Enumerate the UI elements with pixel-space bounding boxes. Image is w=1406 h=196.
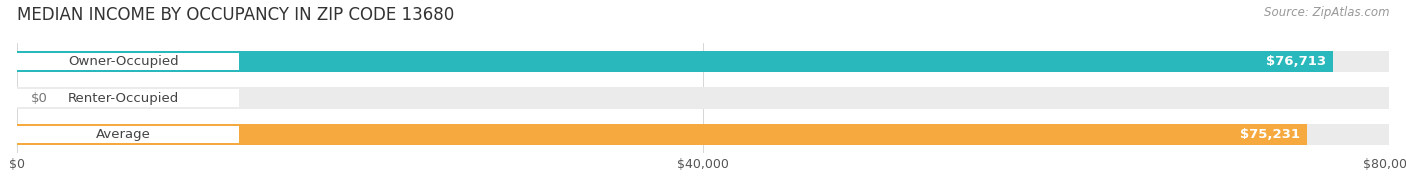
Bar [17, 124, 1389, 145]
Bar [17, 51, 1389, 72]
Text: Renter-Occupied: Renter-Occupied [67, 92, 179, 104]
Text: Average: Average [96, 128, 150, 141]
Text: $75,231: $75,231 [1240, 128, 1301, 141]
Text: MEDIAN INCOME BY OCCUPANCY IN ZIP CODE 13680: MEDIAN INCOME BY OCCUPANCY IN ZIP CODE 1… [17, 6, 454, 24]
Bar [17, 89, 239, 107]
Bar [17, 124, 1308, 145]
Text: $0: $0 [31, 92, 48, 104]
Text: Source: ZipAtlas.com: Source: ZipAtlas.com [1264, 6, 1389, 19]
Bar [17, 51, 1333, 72]
Text: Owner-Occupied: Owner-Occupied [69, 55, 179, 68]
Text: $76,713: $76,713 [1265, 55, 1326, 68]
Bar [17, 126, 239, 143]
Bar [17, 53, 239, 70]
Bar [17, 87, 1389, 109]
